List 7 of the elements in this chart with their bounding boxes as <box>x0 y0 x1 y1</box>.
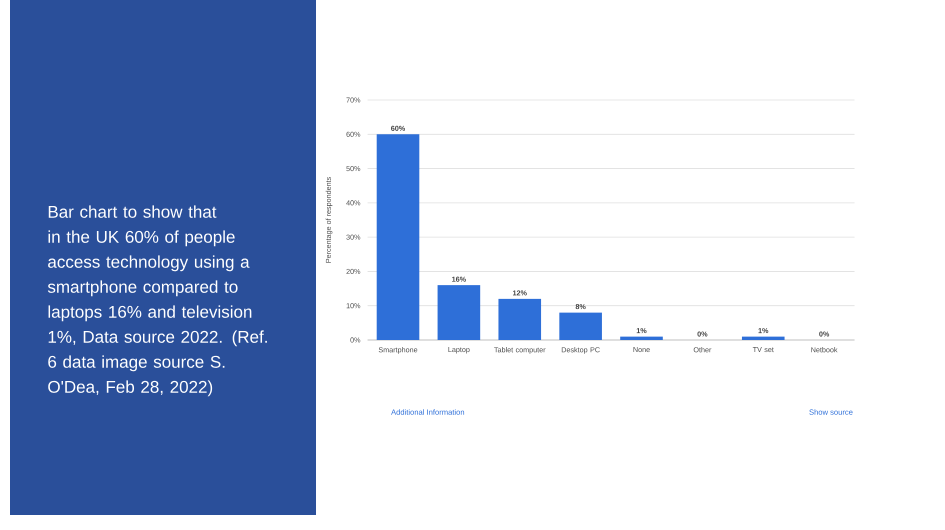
bar <box>559 312 602 340</box>
bar <box>742 336 785 340</box>
bar <box>376 134 420 340</box>
bar <box>620 336 663 340</box>
bar <box>498 298 542 340</box>
bar <box>438 285 480 340</box>
text: Bar chart to show that in the UK 60% of people access technology using a smartphone compared to laptops 16% and television 1%, Data source 2022. (Ref. 6 data image source S. O'Dea, Feb 28, 2022) <box>48 205 267 396</box>
